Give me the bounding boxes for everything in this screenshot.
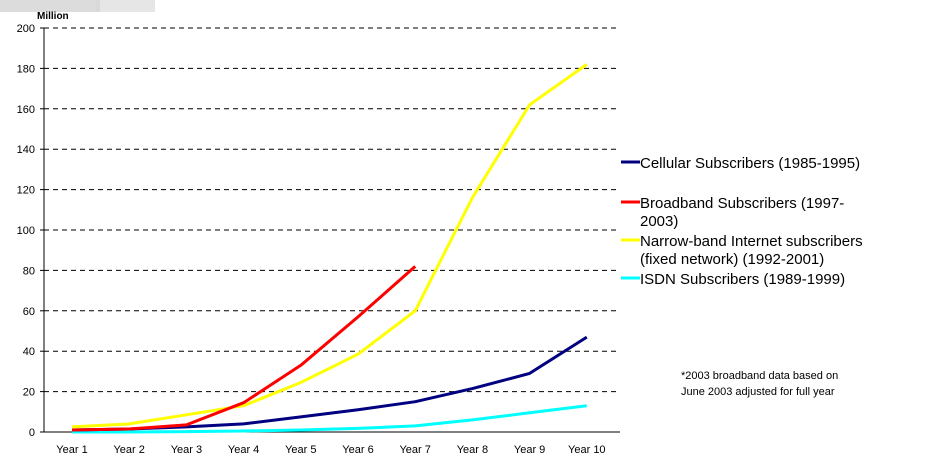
- legend-label: (fixed network) (1992-2001): [640, 251, 824, 268]
- x-tick-label: Year 5: [285, 444, 316, 456]
- footnote-line-2: June 2003 adjusted for full year: [681, 386, 835, 398]
- legend-label: Narrow-band Internet subscribers: [640, 233, 863, 250]
- x-tick-label: Year 3: [171, 444, 202, 456]
- legend-label: 2003): [640, 213, 678, 230]
- x-tick-label: Year 9: [514, 444, 545, 456]
- x-tick-label: Year 7: [399, 444, 430, 456]
- y-unit-label: Million: [37, 11, 69, 22]
- series-lines: [71, 63, 588, 434]
- y-tick-label: 120: [17, 185, 35, 197]
- series-line: [71, 265, 417, 432]
- y-tick-label: 180: [17, 63, 35, 75]
- x-tick-labels: Year 1 Year 2 Year 3 Year 4 Year 5 Year 6 Year…: [56, 444, 605, 456]
- footnote-line-1: *2003 broadband data based on: [681, 370, 838, 382]
- footnote: *2003 broadband data based on June 2003 …: [681, 370, 838, 398]
- series-line: [72, 404, 587, 434]
- x-tick-label: Year 10: [568, 444, 606, 456]
- y-tick-label: 20: [23, 387, 35, 399]
- legend-label: Cellular Subscribers (1985-1995): [640, 155, 860, 172]
- x-tick-label: Year 8: [457, 444, 488, 456]
- y-tick-label: 40: [23, 346, 35, 358]
- legend: Cellular Subscribers (1985-1995) Broadban…: [621, 155, 863, 288]
- y-tick-label: 160: [17, 104, 35, 116]
- x-tick-label: Year 6: [342, 444, 373, 456]
- y-tick-label: 200: [17, 23, 35, 35]
- series-line: [71, 63, 588, 429]
- corner-tab-right: [100, 0, 155, 12]
- y-tick-label: 60: [23, 306, 35, 318]
- legend-label: Broadband Subscribers (1997-: [640, 195, 844, 212]
- y-tick-labels: 0 20 40 60 80 100 120 140 160 180 200: [17, 23, 44, 439]
- corner-tab-left: [0, 0, 96, 12]
- y-tick-label: 100: [17, 225, 35, 237]
- x-tick-label: Year 1: [56, 444, 87, 456]
- gridlines: [44, 27, 620, 393]
- y-tick-label: 0: [29, 427, 35, 439]
- corner-tab: [0, 0, 155, 12]
- legend-label: ISDN Subscribers (1989-1999): [640, 271, 845, 288]
- y-tick-label: 80: [23, 265, 35, 277]
- x-tick-label: Year 2: [113, 444, 144, 456]
- y-tick-label: 140: [17, 144, 35, 156]
- x-tick-label: Year 4: [228, 444, 259, 456]
